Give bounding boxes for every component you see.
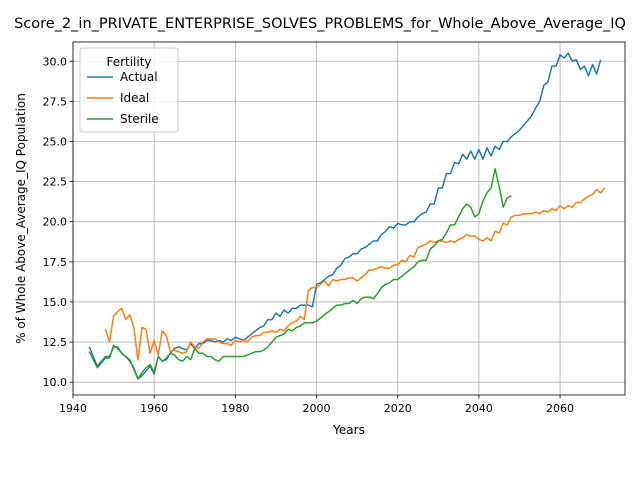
- y-tick-label: 15.0: [43, 296, 68, 309]
- legend-label-sterile: Sterile: [120, 112, 159, 126]
- legend-entries: Actual Ideal Sterile: [87, 70, 159, 126]
- y-tick-label: 30.0: [43, 55, 68, 68]
- grid: [72, 42, 625, 395]
- x-tick-label: 1960: [140, 402, 168, 415]
- legend-title: Fertility: [106, 55, 151, 69]
- legend-label-actual: Actual: [120, 70, 158, 84]
- x-axis-label: Years: [332, 423, 365, 437]
- chart-title: Score_2_in_PRIVATE_ENTERPRISE_SOLVES_PRO…: [14, 16, 626, 32]
- x-tick-label: 1980: [221, 402, 249, 415]
- x-axis-ticks: 1940 1960 1980 2000 2020 2040 2060: [59, 395, 574, 415]
- y-tick-label: 27.5: [43, 95, 68, 108]
- series-line-ideal: [104, 187, 606, 361]
- y-axis-ticks: 10.0 12.5 15.0 17.5 20.0 22.5 25.0 27.5 30.0: [43, 55, 73, 389]
- series-lines: [88, 52, 606, 380]
- legend-box: [79, 47, 179, 133]
- x-tick-label: 2000: [303, 402, 331, 415]
- legend-label-ideal: Ideal: [120, 91, 149, 105]
- series-line-sterile: [88, 168, 512, 380]
- x-tick-label: 1940: [59, 402, 87, 415]
- series-line-actual: [88, 52, 602, 380]
- plot-frame: [72, 41, 626, 396]
- y-tick-label: 17.5: [43, 256, 68, 269]
- y-tick-label: 25.0: [43, 135, 68, 148]
- y-axis-label: % of Whole Above_Average_IQ Population: [14, 93, 28, 344]
- x-tick-label: 2060: [546, 402, 574, 415]
- x-tick-label: 2040: [465, 402, 493, 415]
- legend: Fertility Actual Ideal Sterile: [79, 47, 179, 133]
- y-tick-label: 12.5: [43, 336, 68, 349]
- x-tick-label: 2020: [384, 402, 412, 415]
- y-tick-label: 20.0: [43, 216, 68, 229]
- y-tick-label: 10.0: [43, 376, 68, 389]
- y-tick-label: 22.5: [43, 176, 68, 189]
